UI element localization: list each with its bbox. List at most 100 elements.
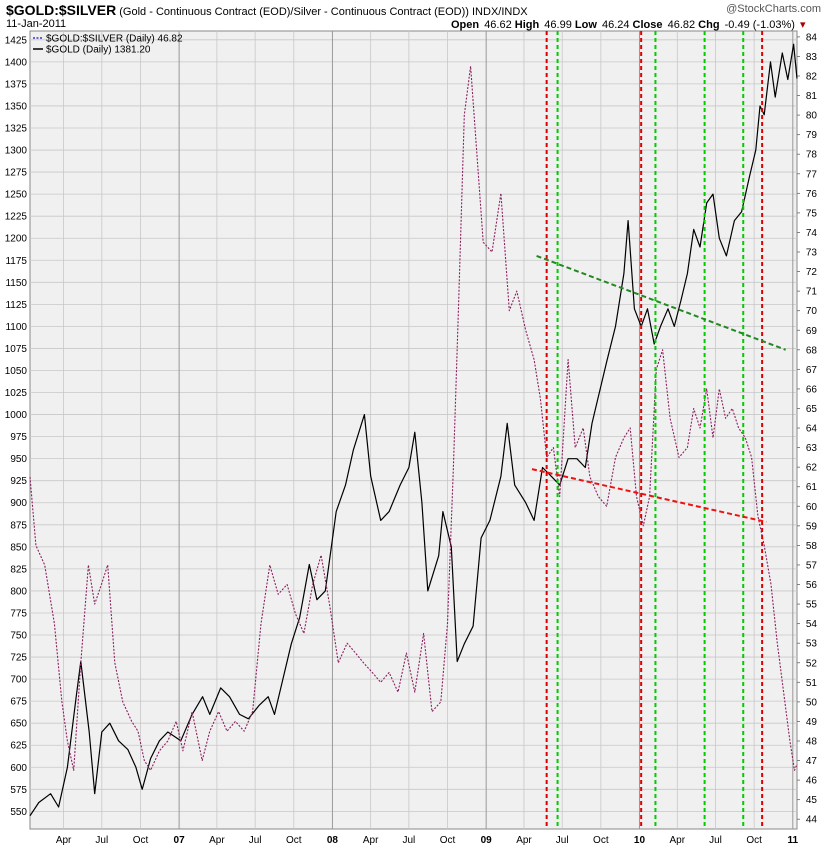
y-left-tick-label: 1375 bbox=[5, 79, 28, 90]
y-left-tick-label: 975 bbox=[10, 432, 27, 443]
x-tick-label: Oct bbox=[133, 835, 149, 846]
symbol-description: (Gold - Continuous Contract (EOD)/Silver… bbox=[119, 6, 469, 18]
x-tick-label: Jul bbox=[249, 835, 262, 846]
x-tick-label: Jul bbox=[556, 835, 569, 846]
close-label: Close bbox=[632, 19, 663, 31]
y-left-tick-label: 575 bbox=[10, 785, 27, 796]
y-right-tick-label: 78 bbox=[806, 150, 818, 161]
y-left-tick-label: 750 bbox=[10, 631, 27, 642]
open-label: Open bbox=[451, 19, 480, 31]
legend-entry: $GOLD (Daily) 1381.20 bbox=[46, 45, 151, 56]
x-tick-label: Oct bbox=[746, 835, 762, 846]
y-left-tick-label: 550 bbox=[10, 807, 27, 818]
y-right-tick-label: 53 bbox=[806, 639, 818, 650]
open-value: 46.62 bbox=[484, 19, 512, 31]
y-left-tick-label: 1075 bbox=[5, 344, 28, 355]
exchange-label: INDX/INDX bbox=[472, 6, 528, 18]
x-tick-label: Apr bbox=[209, 835, 225, 846]
y-right-tick-label: 46 bbox=[806, 776, 818, 787]
y-left-tick-label: 1325 bbox=[5, 123, 28, 134]
high-label: High bbox=[514, 19, 540, 31]
legend: $GOLD:$SILVER (Daily) 46.82$GOLD (Daily)… bbox=[33, 34, 183, 56]
y-right-tick-label: 47 bbox=[806, 756, 818, 767]
y-left-tick-label: 700 bbox=[10, 675, 27, 686]
y-right-tick-label: 72 bbox=[806, 267, 818, 278]
y-left-tick-label: 1225 bbox=[5, 212, 28, 223]
y-left-tick-label: 1300 bbox=[5, 146, 28, 157]
y-right-tick-label: 68 bbox=[806, 345, 818, 356]
y-left-tick-label: 1100 bbox=[5, 322, 27, 333]
y-right-tick-label: 67 bbox=[806, 365, 818, 376]
y-left-tick-label: 650 bbox=[10, 719, 27, 730]
y-left-tick-label: 625 bbox=[10, 741, 27, 752]
y-right-tick-label: 56 bbox=[806, 580, 818, 591]
y-left-tick-label: 1175 bbox=[5, 256, 27, 267]
y-left-tick-label: 1250 bbox=[5, 190, 28, 201]
y-right-tick-label: 45 bbox=[806, 795, 818, 806]
y-left-tick-label: 1200 bbox=[5, 234, 28, 245]
y-left-tick-label: 875 bbox=[10, 520, 27, 531]
y-left-tick-label: 1400 bbox=[5, 57, 28, 68]
y-right-tick-label: 79 bbox=[806, 130, 818, 141]
y-left-tick-label: 825 bbox=[10, 564, 27, 575]
y-left-tick-label: 925 bbox=[10, 476, 27, 487]
y-left-tick-label: 1275 bbox=[5, 168, 28, 179]
y-right-tick-label: 65 bbox=[806, 404, 818, 415]
watermark: @StockCharts.com bbox=[726, 3, 821, 15]
y-right-tick-label: 84 bbox=[806, 32, 818, 43]
chg-value: -0.49 (-1.03%) bbox=[724, 19, 795, 31]
y-right-tick-label: 52 bbox=[806, 658, 818, 669]
x-tick-label: Oct bbox=[286, 835, 302, 846]
y-right-tick-label: 81 bbox=[806, 91, 818, 102]
x-tick-label: Jul bbox=[709, 835, 722, 846]
x-tick-label: Apr bbox=[516, 835, 532, 846]
chg-label: Chg bbox=[698, 19, 720, 31]
x-tick-label: 09 bbox=[481, 835, 493, 846]
chg-down-icon: ▾ bbox=[800, 19, 806, 31]
low-value: 46.24 bbox=[601, 19, 630, 31]
low-label: Low bbox=[574, 19, 597, 31]
y-right-tick-label: 48 bbox=[806, 736, 818, 747]
y-right-tick-label: 60 bbox=[806, 502, 818, 513]
y-right-tick-label: 70 bbox=[806, 306, 818, 317]
y-right-tick-label: 61 bbox=[806, 482, 818, 493]
y-right-tick-label: 58 bbox=[806, 541, 818, 552]
y-right-tick-label: 74 bbox=[806, 228, 818, 239]
y-right-tick-label: 83 bbox=[806, 52, 818, 63]
high-value: 46.99 bbox=[544, 19, 572, 31]
x-tick-label: Oct bbox=[440, 835, 456, 846]
series-line-gold-silver-ratio bbox=[29, 65, 798, 771]
x-tick-label: 10 bbox=[634, 835, 646, 846]
y-right-tick-label: 54 bbox=[806, 619, 818, 630]
y-right-tick-label: 57 bbox=[806, 560, 818, 571]
y-left-tick-label: 800 bbox=[10, 586, 27, 597]
ohlc-readout: Open 46.62 High 46.99 Low 46.24 Close 46… bbox=[451, 18, 806, 31]
x-tick-label: 11 bbox=[788, 835, 799, 846]
x-tick-label: Apr bbox=[670, 835, 686, 846]
x-tick-label: Apr bbox=[56, 835, 72, 846]
symbol-label: $GOLD:$SILVER bbox=[6, 2, 117, 18]
y-right-tick-label: 44 bbox=[806, 815, 818, 826]
x-tick-label: 07 bbox=[174, 835, 186, 846]
x-tick-label: Apr bbox=[363, 835, 379, 846]
y-right-tick-label: 62 bbox=[806, 463, 818, 474]
x-tick-label: Jul bbox=[95, 835, 108, 846]
legend-entry: $GOLD:$SILVER (Daily) 46.82 bbox=[46, 34, 183, 45]
y-left-tick-label: 950 bbox=[10, 454, 27, 465]
y-left-tick-label: 725 bbox=[10, 653, 27, 664]
y-right-tick-label: 55 bbox=[806, 600, 818, 611]
green-trendline bbox=[536, 254, 787, 351]
date-label: 11-Jan-2011 bbox=[6, 18, 67, 30]
y-left-tick-label: 1425 bbox=[5, 35, 28, 46]
y-right-tick-label: 77 bbox=[806, 169, 818, 180]
y-left-tick-label: 600 bbox=[10, 763, 27, 774]
series-line-gold bbox=[29, 43, 798, 817]
y-left-tick-label: 675 bbox=[10, 697, 27, 708]
chart-title: $GOLD:$SILVER (Gold - Continuous Contrac… bbox=[6, 2, 528, 18]
y-right-tick-label: 59 bbox=[806, 521, 818, 532]
y-right-tick-label: 75 bbox=[806, 208, 818, 219]
y-left-tick-label: 1350 bbox=[5, 101, 28, 112]
y-left-tick-label: 775 bbox=[10, 608, 27, 619]
